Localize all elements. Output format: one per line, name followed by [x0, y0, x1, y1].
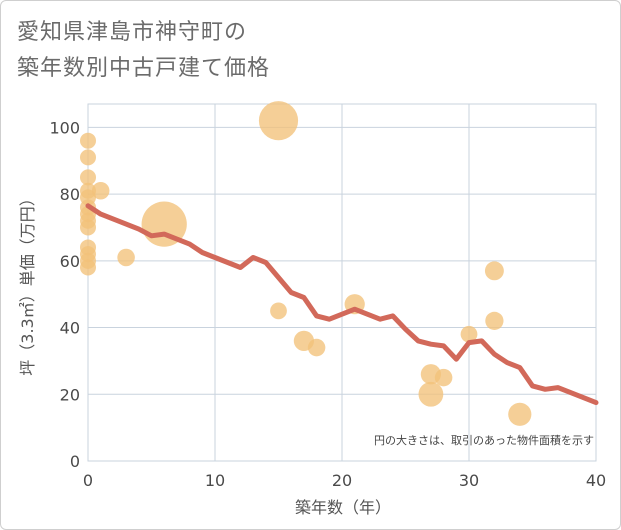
grid-lines: [87, 103, 597, 462]
y-tick-label: 80: [60, 185, 80, 204]
chart-title-line-2: 築年数別中古戸建て価格: [17, 56, 271, 81]
data-bubble: [80, 132, 96, 149]
size-note: 円の大きさは、取引のあった物件面積を示す: [374, 433, 594, 447]
x-tick-label: 40: [586, 471, 606, 490]
data-bubble: [80, 259, 96, 276]
y-axis-label: 坪（3.3㎡）単価（万円）: [18, 190, 37, 375]
data-bubble: [508, 402, 532, 426]
x-axis-label: 築年数（年）: [295, 498, 391, 517]
y-tick-label: 40: [60, 319, 80, 338]
y-tick-label: 60: [60, 252, 80, 271]
data-bubble: [80, 169, 96, 186]
x-tick-label: 10: [205, 471, 225, 490]
chart-title: 愛知県津島市神守町の 築年数別中古戸建て価格: [17, 15, 270, 87]
x-tick-labels: 0 10 20 30 40: [83, 471, 606, 490]
y-tick-label: 20: [60, 385, 80, 404]
trend-line: [85, 203, 599, 406]
x-tick-label: 30: [459, 471, 479, 490]
data-bubble: [117, 248, 135, 267]
y-tick-label: 100: [49, 118, 80, 137]
data-bubbles: [80, 101, 532, 426]
data-bubble: [418, 381, 444, 407]
data-bubble: [434, 368, 453, 387]
y-tick-label: 0: [70, 452, 80, 471]
data-bubble: [270, 302, 287, 320]
data-bubble: [258, 101, 299, 141]
x-tick-label: 20: [332, 471, 352, 490]
trend-line-group: [85, 203, 599, 406]
y-tick-labels: 0 20 40 60 80 100: [49, 118, 80, 471]
chart-title-line-1: 愛知県津島市神守町の: [17, 20, 248, 45]
data-bubble: [80, 149, 96, 166]
data-bubble: [307, 338, 326, 357]
data-bubble: [485, 311, 504, 330]
data-bubble: [80, 219, 96, 236]
data-bubble: [460, 325, 478, 343]
data-bubble: [484, 261, 504, 281]
x-tick-label: 0: [83, 471, 93, 490]
data-bubble: [91, 181, 110, 200]
